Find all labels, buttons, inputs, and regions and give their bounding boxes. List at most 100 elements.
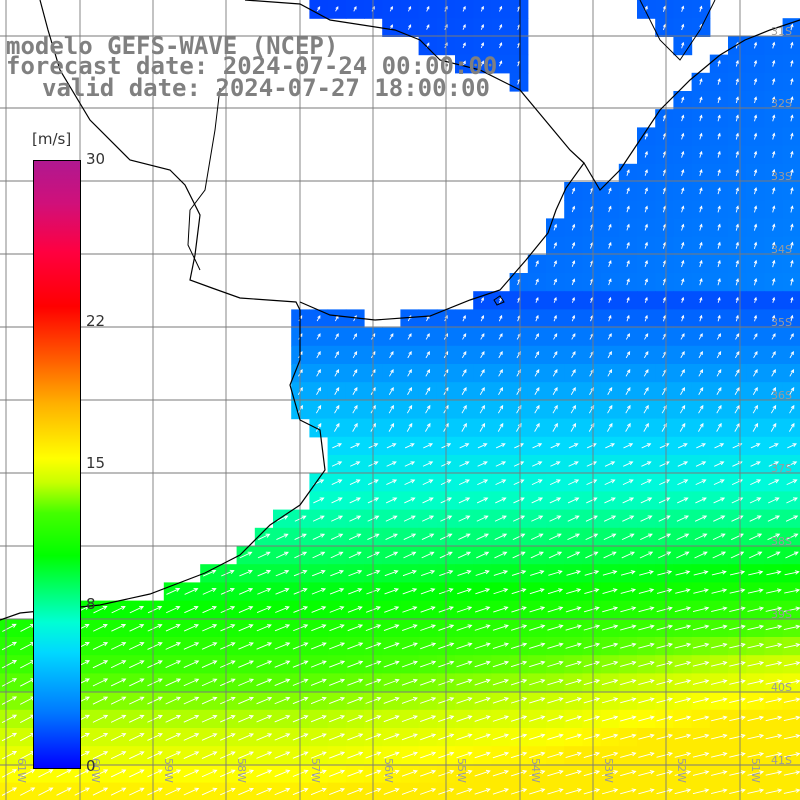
wind-arrow bbox=[626, 260, 630, 268]
wind-arrow bbox=[717, 114, 721, 122]
wind-arrow bbox=[92, 642, 109, 650]
wind-arrow bbox=[603, 533, 617, 541]
wind-arrow bbox=[765, 770, 783, 776]
longitude-labels: 61W 60W 59W 58W 57W 56W 55W 54W 53W 52W 51W bbox=[15, 758, 762, 783]
wind-arrow bbox=[607, 422, 613, 432]
wind-arrow bbox=[699, 169, 703, 176]
wind-arrow bbox=[772, 168, 776, 177]
wind-arrow bbox=[331, 479, 343, 485]
wind-arrow bbox=[493, 570, 509, 576]
wind-arrow bbox=[274, 715, 291, 723]
wind-arrow bbox=[166, 606, 181, 614]
wind-arrow bbox=[607, 404, 613, 414]
wind-arrow bbox=[534, 386, 540, 395]
wind-arrow bbox=[753, 223, 758, 231]
wind-arrow bbox=[256, 606, 272, 613]
latitude-label: 36S bbox=[771, 389, 792, 402]
wind-arrow bbox=[456, 697, 473, 704]
wind-arrow bbox=[511, 588, 527, 595]
wind-arrow bbox=[549, 533, 562, 541]
wind-arrow bbox=[681, 278, 685, 286]
wind-arrow bbox=[275, 588, 290, 595]
wind-arrow bbox=[674, 624, 692, 631]
wind-arrow bbox=[349, 515, 362, 522]
wind-arrow bbox=[674, 679, 692, 685]
wind-arrow bbox=[694, 551, 708, 559]
wind-arrow bbox=[497, 404, 504, 414]
wind-arrow bbox=[716, 386, 722, 395]
wind-arrow bbox=[462, 5, 466, 12]
wind-arrow bbox=[129, 605, 145, 614]
wind-arrow bbox=[547, 751, 564, 759]
wind-arrow bbox=[402, 606, 418, 613]
wind-arrow bbox=[311, 624, 327, 632]
wind-arrow bbox=[1, 678, 18, 687]
wind-arrow bbox=[621, 551, 635, 559]
wind-arrow bbox=[1, 660, 18, 669]
wind-arrow bbox=[310, 715, 327, 723]
wind-arrow bbox=[644, 296, 648, 303]
wind-arrow bbox=[711, 570, 727, 576]
wind-arrow bbox=[752, 404, 758, 414]
wind-arrow bbox=[310, 642, 327, 650]
latitude-labels: 31S 32S 33S 34S 35S 36S 37S 38S 39S 40S 41S bbox=[771, 25, 792, 767]
colorbar-tick-label: 8 bbox=[86, 595, 96, 614]
wind-arrow bbox=[790, 59, 794, 67]
wind-arrow bbox=[111, 624, 127, 632]
wind-arrow bbox=[790, 277, 794, 286]
wind-arrow bbox=[790, 314, 794, 322]
wind-arrow bbox=[753, 241, 758, 249]
wind-arrow bbox=[147, 714, 163, 723]
wind-arrow bbox=[111, 605, 126, 614]
wind-arrow bbox=[274, 660, 291, 668]
wind-arrow bbox=[275, 551, 289, 559]
wind-arrow bbox=[388, 404, 394, 414]
wind-arrow bbox=[147, 696, 163, 705]
wind-arrow bbox=[698, 333, 703, 340]
wind-arrow bbox=[565, 642, 582, 649]
wind-arrow bbox=[238, 769, 254, 778]
wind-arrow bbox=[601, 697, 619, 704]
wind-arrow bbox=[767, 551, 781, 559]
wind-arrow bbox=[384, 606, 400, 613]
wind-arrow bbox=[585, 515, 598, 522]
wind-arrow bbox=[620, 715, 637, 722]
wind-arrow bbox=[639, 570, 654, 576]
wind-arrow bbox=[729, 606, 746, 612]
wind-arrow bbox=[772, 78, 776, 85]
wind-arrow bbox=[570, 386, 576, 395]
wind-arrow bbox=[420, 697, 437, 704]
wind-arrow bbox=[550, 461, 561, 467]
wind-arrow bbox=[183, 696, 200, 705]
wind-arrow bbox=[717, 187, 721, 195]
wind-arrow bbox=[403, 515, 416, 522]
wind-arrow bbox=[165, 751, 182, 760]
latitude-label: 40S bbox=[771, 681, 792, 694]
wind-arrow bbox=[498, 333, 503, 340]
wind-arrow bbox=[388, 386, 394, 395]
wind-arrow bbox=[729, 642, 746, 649]
wind-arrow bbox=[681, 259, 685, 268]
wind-arrow bbox=[747, 642, 765, 649]
wind-arrow bbox=[626, 278, 630, 286]
wind-arrow bbox=[692, 679, 710, 685]
wind-arrow bbox=[257, 569, 272, 577]
wind-arrow bbox=[385, 515, 398, 522]
wind-arrow bbox=[747, 733, 765, 740]
wind-arrow bbox=[331, 461, 343, 467]
wind-arrow bbox=[771, 333, 776, 340]
wind-arrow bbox=[474, 606, 491, 613]
wind-arrow bbox=[553, 333, 558, 340]
wind-arrow bbox=[383, 733, 400, 741]
wind-arrow bbox=[220, 587, 235, 595]
wind-arrow bbox=[681, 241, 685, 249]
latitude-label: 33S bbox=[771, 170, 792, 183]
wind-arrow bbox=[772, 277, 776, 286]
wind-arrow bbox=[480, 314, 485, 322]
wind-arrow bbox=[571, 241, 576, 249]
wind-arrow bbox=[699, 223, 703, 231]
wind-arrow bbox=[310, 660, 327, 668]
wind-arrow bbox=[711, 697, 728, 704]
wind-arrow bbox=[530, 533, 544, 541]
wind-arrow bbox=[699, 78, 703, 85]
